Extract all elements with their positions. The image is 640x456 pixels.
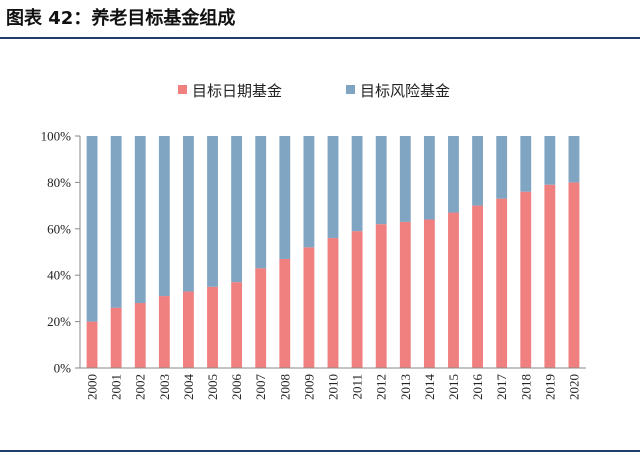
legend-label: 目标日期基金 <box>192 82 282 100</box>
bar-target-date-2007 <box>255 268 267 368</box>
x-tick-label: 2004 <box>181 374 196 401</box>
bar-target-date-2019 <box>544 184 556 368</box>
bar-target-risk-2013 <box>399 136 411 222</box>
legend-swatch <box>178 85 187 94</box>
x-tick-label: 2019 <box>542 374 557 400</box>
bar-target-risk-2011 <box>351 136 363 232</box>
bar-target-date-2010 <box>327 238 339 368</box>
bar-target-date-2009 <box>303 247 315 368</box>
bar-target-date-2020 <box>568 182 580 368</box>
x-tick-label: 2005 <box>205 374 220 400</box>
x-tick-label: 2000 <box>85 374 100 400</box>
y-tick-label: 100% <box>41 129 72 144</box>
figure-header: 图表 42：养老目标基金组成 <box>0 0 640 39</box>
x-tick-label: 2007 <box>253 374 268 401</box>
bar-target-date-2018 <box>520 191 532 368</box>
legend-item: 目标风险基金 <box>346 82 450 100</box>
footer-divider <box>0 450 640 452</box>
x-tick-label: 2020 <box>566 374 581 400</box>
bar-target-risk-2009 <box>303 136 315 248</box>
x-tick-label: 2014 <box>422 374 437 401</box>
y-tick-label: 60% <box>47 221 71 236</box>
x-tick-label: 2015 <box>446 374 461 400</box>
bar-target-risk-2006 <box>231 136 243 283</box>
bar-target-risk-2005 <box>207 136 218 287</box>
bar-target-risk-2010 <box>327 136 339 239</box>
bar-target-date-2012 <box>375 224 387 368</box>
header-divider <box>0 37 640 39</box>
bar-target-date-2017 <box>496 198 508 368</box>
y-axis: 0% 20% 40% 60% 80% 100% <box>41 129 81 376</box>
x-tick-label: 2011 <box>350 374 365 400</box>
bar-target-date-2000 <box>86 321 98 368</box>
bar-target-date-2003 <box>158 296 170 368</box>
bar-target-risk-2019 <box>544 136 556 185</box>
bar-target-risk-2007 <box>255 136 267 269</box>
bar-target-date-2005 <box>207 286 218 368</box>
bar-target-date-2016 <box>472 205 483 368</box>
bar-target-date-2013 <box>399 221 411 368</box>
x-tick-label: 2001 <box>109 374 124 400</box>
x-tick-label: 2002 <box>133 374 148 400</box>
legend-label: 目标风险基金 <box>360 82 450 100</box>
bar-target-date-2011 <box>351 231 363 368</box>
legend-swatch <box>346 85 355 94</box>
bars <box>86 136 580 368</box>
bar-target-date-2002 <box>134 303 146 368</box>
x-tick-label: 2010 <box>326 374 341 400</box>
bar-target-risk-2004 <box>183 136 194 292</box>
bar-target-risk-2008 <box>279 136 291 259</box>
x-tick-label: 2013 <box>398 374 413 400</box>
chart-legend: 目标日期基金 目标风险基金 <box>178 82 450 100</box>
bar-target-risk-2001 <box>110 136 122 308</box>
x-tick-label: 2016 <box>470 374 485 401</box>
bar-target-risk-2018 <box>520 136 532 192</box>
x-tick-label: 2006 <box>229 374 244 401</box>
y-tick-label: 20% <box>47 314 71 329</box>
x-tick-label: 2008 <box>277 374 292 400</box>
y-tick-label: 80% <box>47 175 71 190</box>
y-tick-label: 40% <box>47 268 71 283</box>
x-axis: 2000 2001 2002 2003 2004 2005 2006 2007 2008 2009… <box>80 367 586 401</box>
bar-target-risk-2016 <box>472 136 483 206</box>
legend-item: 目标日期基金 <box>178 82 282 100</box>
y-tick-label: 0% <box>54 361 72 376</box>
bar-target-date-2001 <box>110 307 122 368</box>
bar-target-date-2015 <box>448 212 459 368</box>
x-tick-label: 2009 <box>301 374 316 400</box>
bar-target-risk-2015 <box>448 136 459 213</box>
figure-title: 图表 42：养老目标基金组成 <box>6 8 236 29</box>
bar-target-date-2008 <box>279 258 291 368</box>
bar-target-risk-2000 <box>86 136 98 322</box>
bar-target-risk-2020 <box>568 136 580 183</box>
bar-target-risk-2014 <box>423 136 435 220</box>
bar-target-date-2004 <box>183 291 194 368</box>
bar-target-risk-2017 <box>496 136 508 199</box>
bar-target-risk-2012 <box>375 136 387 225</box>
bar-target-date-2006 <box>231 282 243 368</box>
bar-target-date-2014 <box>423 219 435 368</box>
x-tick-label: 2012 <box>374 374 389 400</box>
x-tick-label: 2003 <box>157 374 172 400</box>
stacked-bar-chart: 目标日期基金 目标风险基金 0% 20% 40% 60% 80% 100% 2000 2001… <box>41 82 586 401</box>
x-tick-label: 2018 <box>518 374 533 400</box>
x-tick-label: 2017 <box>494 374 509 401</box>
bar-target-risk-2002 <box>134 136 146 304</box>
bar-target-risk-2003 <box>158 136 170 297</box>
